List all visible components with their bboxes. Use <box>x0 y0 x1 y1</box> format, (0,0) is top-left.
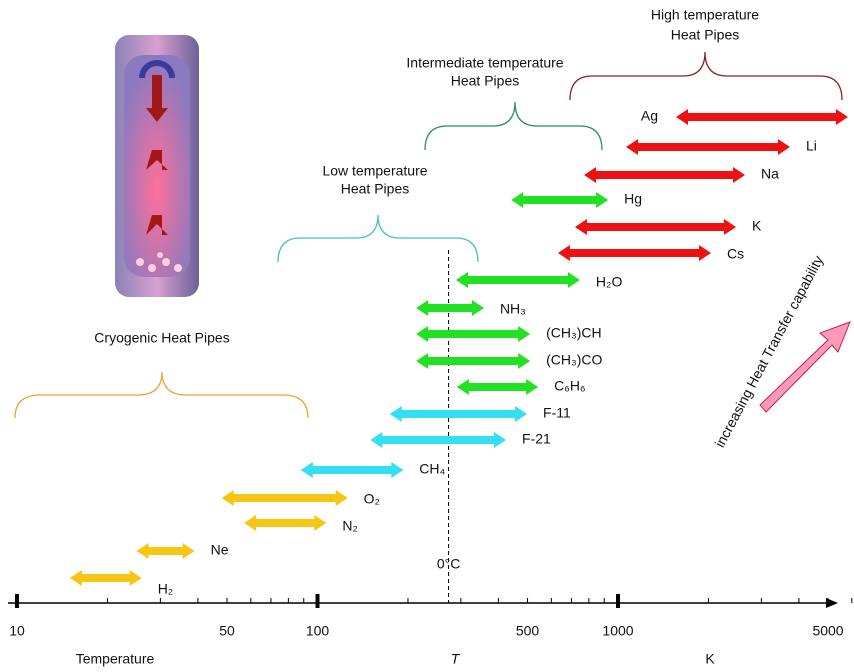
range-label: H₂O <box>596 274 623 290</box>
range-label: (CH₃)CO <box>546 352 602 368</box>
range-arrow <box>584 167 746 183</box>
x-axis-label: T <box>451 651 461 667</box>
range-arrow <box>676 109 848 125</box>
range-label: Li <box>806 138 817 154</box>
range-arrow <box>455 272 580 288</box>
range-label: H₂ <box>158 581 174 597</box>
range-arrow <box>416 300 484 316</box>
range-label: Cs <box>727 246 744 262</box>
range-label: C₆H₆ <box>554 378 586 394</box>
group-label: Heat Pipes <box>341 181 409 197</box>
range-arrow <box>69 570 142 586</box>
side-note: increasing Heat Transfer capability <box>711 253 826 450</box>
range-label: NH₃ <box>500 301 526 317</box>
x-axis-label: K <box>705 651 715 667</box>
x-tick-label: 500 <box>516 623 540 639</box>
x-axis-arrow <box>826 598 838 608</box>
group-label: Intermediate temperature <box>406 55 563 71</box>
x-tick-label: 50 <box>219 623 235 639</box>
x-tick-label: 1000 <box>602 623 633 639</box>
range-arrow <box>370 432 507 448</box>
x-tick-label: 100 <box>306 623 330 639</box>
x-tick-label: 10 <box>9 623 25 639</box>
brace <box>424 101 603 151</box>
x-tick-label: 5000 <box>812 623 843 639</box>
range-arrow <box>456 379 539 395</box>
range-arrow <box>625 139 790 155</box>
range-arrow <box>389 406 528 422</box>
range-label: F-21 <box>522 431 551 447</box>
range-arrow <box>574 219 737 235</box>
range-label: O₂ <box>364 491 380 507</box>
x-axis-label: Temperature <box>76 651 155 667</box>
range-label: K <box>752 218 762 234</box>
range-arrow <box>511 192 609 208</box>
reference-label: 0°C <box>437 556 461 572</box>
group-label: Heat Pipes <box>451 73 519 89</box>
brace <box>277 214 479 263</box>
range-arrow <box>244 515 327 531</box>
range-arrow <box>557 245 712 261</box>
range-arrow <box>300 462 404 478</box>
range-arrow <box>416 353 531 369</box>
range-arrow <box>136 543 195 559</box>
range-label: Ne <box>211 542 229 558</box>
group-label: High temperature <box>651 7 759 23</box>
capability-arrow <box>759 321 851 413</box>
range-arrow <box>416 326 531 342</box>
range-label: (CH₃)CH <box>546 325 601 341</box>
brace <box>569 51 843 101</box>
heat-pipe-illustration <box>115 35 199 297</box>
range-label: CH₄ <box>419 461 445 477</box>
group-label: Low temperature <box>322 163 427 179</box>
range-label: N₂ <box>342 518 358 534</box>
brace <box>14 371 309 419</box>
range-label: Hg <box>624 191 642 207</box>
range-label: Na <box>761 166 779 182</box>
range-label: F-11 <box>543 405 571 421</box>
group-label: Heat Pipes <box>671 27 739 43</box>
group-label: Cryogenic Heat Pipes <box>94 330 229 346</box>
range-arrow <box>221 490 348 506</box>
range-label: Ag <box>641 108 658 124</box>
